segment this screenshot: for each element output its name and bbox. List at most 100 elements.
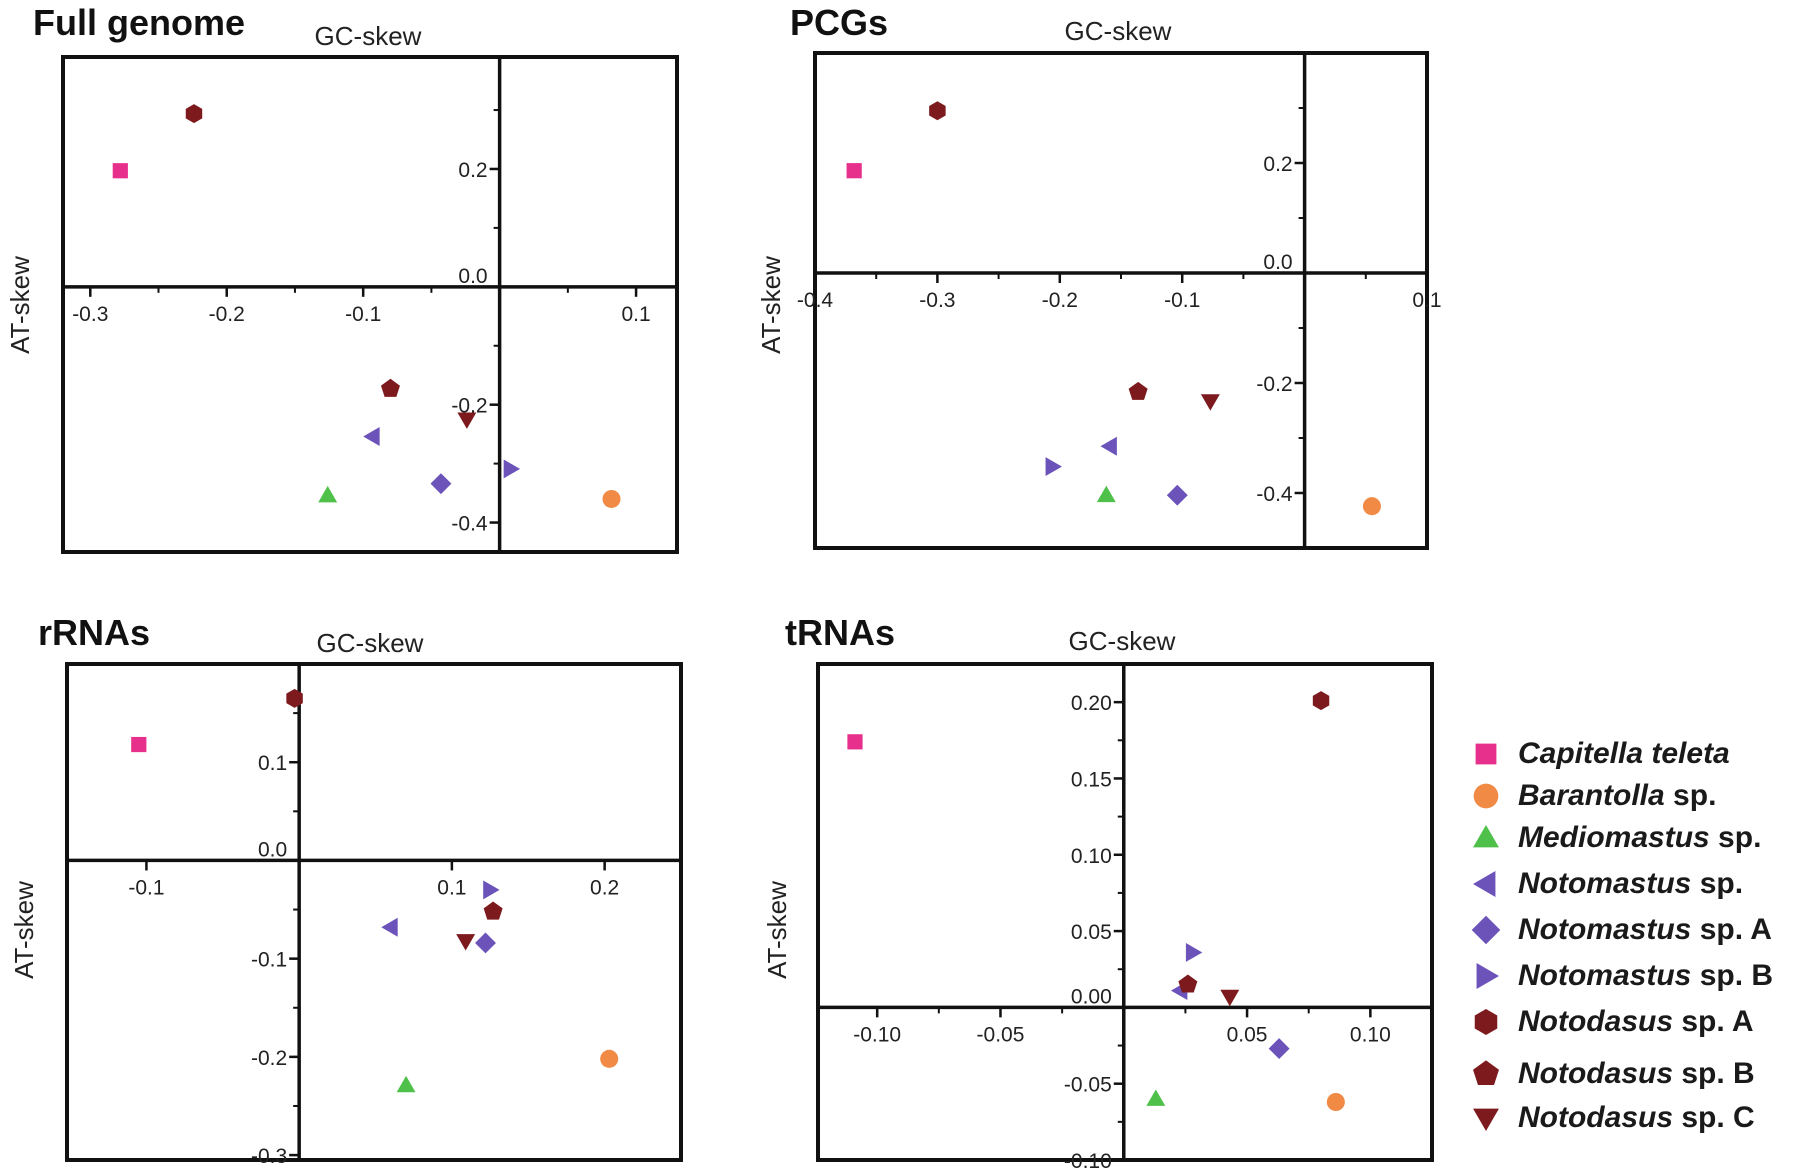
legend-marker-triangle-up bbox=[1473, 825, 1499, 848]
point-notomastus-sp bbox=[1100, 436, 1117, 456]
legend-entry-barantolla-sp: Barantolla sp. bbox=[1466, 772, 1716, 820]
x-tick-label: 0.05 bbox=[1227, 1023, 1268, 1046]
x-tick-label: -0.3 bbox=[919, 289, 955, 312]
y-tick-label: 0.05 bbox=[1071, 921, 1112, 944]
x-tick-label: -0.1 bbox=[1164, 289, 1200, 312]
legend-suffix: sp. bbox=[1691, 867, 1744, 900]
legend-suffix: sp. A bbox=[1673, 1005, 1754, 1038]
x-tick-label: -0.05 bbox=[977, 1023, 1025, 1046]
panel-rrnas: rRNAs GC-skew AT-skew -0.1 0.1 0.2 0.1 0.0 -0.1 -… bbox=[9, 612, 683, 1168]
legend-label: Notodasus sp. C bbox=[1518, 1101, 1755, 1135]
legend-marker bbox=[1476, 963, 1499, 989]
legend-marker bbox=[1473, 1060, 1499, 1086]
legend-marker-square bbox=[1475, 743, 1497, 765]
point-notomastus-sp bbox=[381, 917, 398, 937]
legend-marker-triangle-down bbox=[1473, 1108, 1499, 1131]
point-notomastus-sp-b bbox=[1185, 942, 1203, 962]
legend-marker bbox=[1475, 743, 1497, 765]
legend-label: Mediomastus sp. bbox=[1518, 821, 1761, 855]
legend-entry-capitella-teleta: Capitella teleta bbox=[1466, 730, 1730, 778]
y-tick-label: 0.10 bbox=[1071, 845, 1112, 868]
legend-marker bbox=[1474, 1009, 1498, 1035]
panel-trnas: tRNAs GC-skew AT-skew -0.10 -0.05 0.05 0.10 0.2… bbox=[762, 612, 1434, 1173]
x-tick-label: 0.2 bbox=[590, 876, 619, 899]
point-notomastus-sp-a bbox=[1166, 484, 1188, 506]
plot-frame bbox=[61, 55, 679, 554]
x-tick-label: 0.10 bbox=[1350, 1023, 1391, 1046]
legend-genus: Mediomastus bbox=[1518, 821, 1710, 854]
legend-genus: Notomastus bbox=[1518, 959, 1692, 992]
x-tick-label: -0.2 bbox=[209, 303, 245, 326]
y-tick-label: 0.15 bbox=[1071, 768, 1112, 791]
legend: Capitella teleta Barantolla sp. Mediomastu… bbox=[1466, 730, 1796, 1170]
x-tick-label: -0.10 bbox=[853, 1023, 901, 1046]
x-tick-label: -0.3 bbox=[72, 303, 108, 326]
legend-genus: Notomastus bbox=[1518, 867, 1692, 900]
point-notomastus-sp bbox=[363, 427, 380, 446]
legend-entry-mediomastus-sp: Mediomastus sp. bbox=[1466, 814, 1761, 862]
legend-suffix: sp. A bbox=[1691, 913, 1772, 946]
y-tick-label: 0.2 bbox=[458, 159, 487, 182]
plot-frame bbox=[65, 662, 683, 1162]
y-tick-label: 0.2 bbox=[1263, 153, 1292, 176]
legend-label: Notomastus sp. A bbox=[1518, 913, 1772, 947]
point-notodasus-sp-b bbox=[483, 901, 503, 920]
y-tick-label: -0.1 bbox=[251, 949, 287, 972]
x-tick-label: -0.4 bbox=[797, 289, 834, 312]
point-notodasus-sp-c bbox=[456, 934, 476, 951]
legend-entry-notomastus-sp-a: Notomastus sp. A bbox=[1466, 906, 1772, 954]
point-barantolla-sp bbox=[1326, 1092, 1345, 1112]
point-notodasus-sp-a bbox=[929, 101, 946, 121]
legend-suffix: sp. B bbox=[1691, 959, 1774, 992]
y-tick-label: 0.0 bbox=[1263, 251, 1292, 274]
panel-title: PCGs bbox=[790, 2, 888, 43]
legend-label: Barantolla sp. bbox=[1518, 779, 1716, 813]
point-notodasus-sp-c bbox=[1200, 394, 1220, 411]
x-tick-label: 0.1 bbox=[1412, 289, 1441, 312]
point-mediomastus-sp bbox=[1096, 485, 1116, 503]
legend-label: Notomastus sp. bbox=[1518, 867, 1743, 901]
y-axis-label: AT-skew bbox=[756, 256, 786, 354]
x-tick-label: 0.1 bbox=[621, 303, 650, 326]
panel-title: Full genome bbox=[33, 2, 245, 43]
x-axis-label: GC-skew bbox=[317, 628, 424, 658]
point-notodasus-sp-b bbox=[1178, 974, 1198, 993]
legend-label: Notodasus sp. B bbox=[1518, 1057, 1755, 1091]
point-notodasus-sp-a bbox=[286, 688, 303, 708]
point-notodasus-sp-c bbox=[457, 412, 477, 429]
y-tick-label: 0.0 bbox=[458, 265, 487, 288]
legend-marker-circle bbox=[1473, 783, 1499, 809]
y-tick-label: 0.1 bbox=[258, 752, 287, 775]
point-mediomastus-sp bbox=[1146, 1089, 1166, 1106]
y-axis-label: AT-skew bbox=[762, 881, 792, 979]
point-notomastus-sp-b bbox=[483, 880, 500, 900]
legend-genus: Notomastus bbox=[1518, 913, 1692, 946]
panel-pcgs: PCGs GC-skew AT-skew -0.4 -0.3 -0.2 -0.1 0.1 0.2… bbox=[756, 2, 1442, 550]
legend-label: Notomastus sp. B bbox=[1518, 959, 1773, 993]
y-tick-label: -0.2 bbox=[1256, 373, 1292, 396]
legend-genus: Notodasus bbox=[1518, 1101, 1674, 1134]
x-tick-label: -0.1 bbox=[128, 876, 164, 899]
y-tick-label: -0.2 bbox=[251, 1047, 287, 1070]
legend-suffix: sp. bbox=[1664, 779, 1717, 812]
legend-marker bbox=[1473, 1108, 1499, 1131]
x-axis-label: GC-skew bbox=[1065, 16, 1172, 46]
y-tick-label: 0.20 bbox=[1071, 692, 1112, 715]
legend-marker bbox=[1473, 825, 1499, 848]
point-notodasus-sp-a bbox=[185, 104, 203, 124]
legend-label: Notodasus sp. A bbox=[1518, 1005, 1754, 1039]
point-notomastus-sp-b bbox=[1045, 457, 1062, 477]
legend-entry-notomastus-sp: Notomastus sp. bbox=[1466, 860, 1743, 908]
legend-genus: Notodasus bbox=[1518, 1057, 1674, 1090]
legend-entry-notomastus-sp-b: Notomastus sp. B bbox=[1466, 952, 1773, 1000]
legend-genus: Capitella teleta bbox=[1518, 737, 1730, 770]
legend-marker bbox=[1473, 783, 1499, 809]
legend-suffix: sp. B bbox=[1673, 1057, 1755, 1090]
point-capitella-teleta bbox=[846, 163, 862, 179]
legend-entry-notodasus-sp-b: Notodasus sp. B bbox=[1466, 1050, 1755, 1098]
point-barantolla-sp bbox=[600, 1049, 619, 1068]
x-axis-label: GC-skew bbox=[315, 21, 422, 51]
legend-genus: Barantolla bbox=[1518, 779, 1665, 812]
y-tick-label: -0.3 bbox=[251, 1145, 287, 1168]
